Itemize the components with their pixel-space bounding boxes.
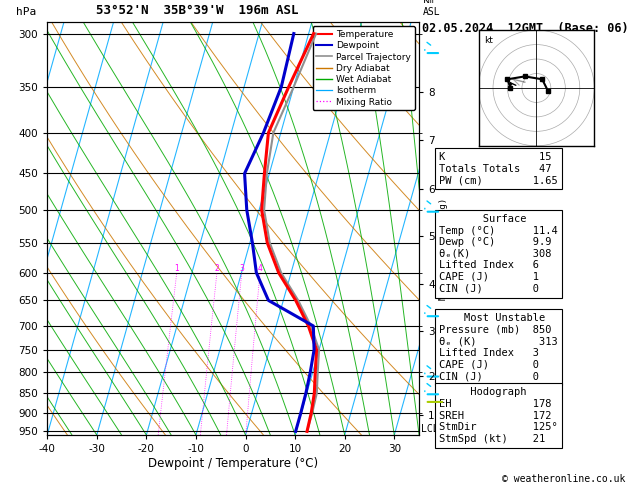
- Text: Most Unstable
Pressure (mb)  850
θₑ (K)          313
Lifted Index   3
CAPE (J)  : Most Unstable Pressure (mb) 850 θₑ (K) 3…: [439, 313, 558, 381]
- Text: 2: 2: [214, 264, 220, 273]
- Text: © weatheronline.co.uk: © weatheronline.co.uk: [503, 473, 626, 484]
- Text: Surface
Temp (°C)      11.4
Dewp (°C)      9.9
θₑ(K)          308
Lifted Index  : Surface Temp (°C) 11.4 Dewp (°C) 9.9 θₑ(…: [439, 214, 558, 294]
- Text: hPa: hPa: [16, 7, 36, 17]
- Text: 1: 1: [174, 264, 179, 273]
- Text: 4: 4: [258, 264, 262, 273]
- Text: Hodograph
EH             178
SREH           172
StmDir         125°
StmSpd (kt) : Hodograph EH 178 SREH 172 StmDir 125° St…: [439, 387, 558, 444]
- Text: 3: 3: [239, 264, 244, 273]
- Text: 53°52'N  35B°39'W  196m ASL: 53°52'N 35B°39'W 196m ASL: [96, 4, 298, 17]
- Text: LCL: LCL: [421, 424, 438, 434]
- Legend: Temperature, Dewpoint, Parcel Trajectory, Dry Adiabat, Wet Adiabat, Isotherm, Mi: Temperature, Dewpoint, Parcel Trajectory…: [313, 26, 415, 110]
- Text: K               15
Totals Totals   47
PW (cm)        1.65: K 15 Totals Totals 47 PW (cm) 1.65: [439, 152, 558, 185]
- Text: Mixing Ratio (g/kg): Mixing Ratio (g/kg): [439, 198, 448, 300]
- Text: km
ASL: km ASL: [423, 0, 440, 17]
- X-axis label: Dewpoint / Temperature (°C): Dewpoint / Temperature (°C): [148, 457, 318, 470]
- Text: 02.05.2024  12GMT  (Base: 06): 02.05.2024 12GMT (Base: 06): [422, 22, 628, 35]
